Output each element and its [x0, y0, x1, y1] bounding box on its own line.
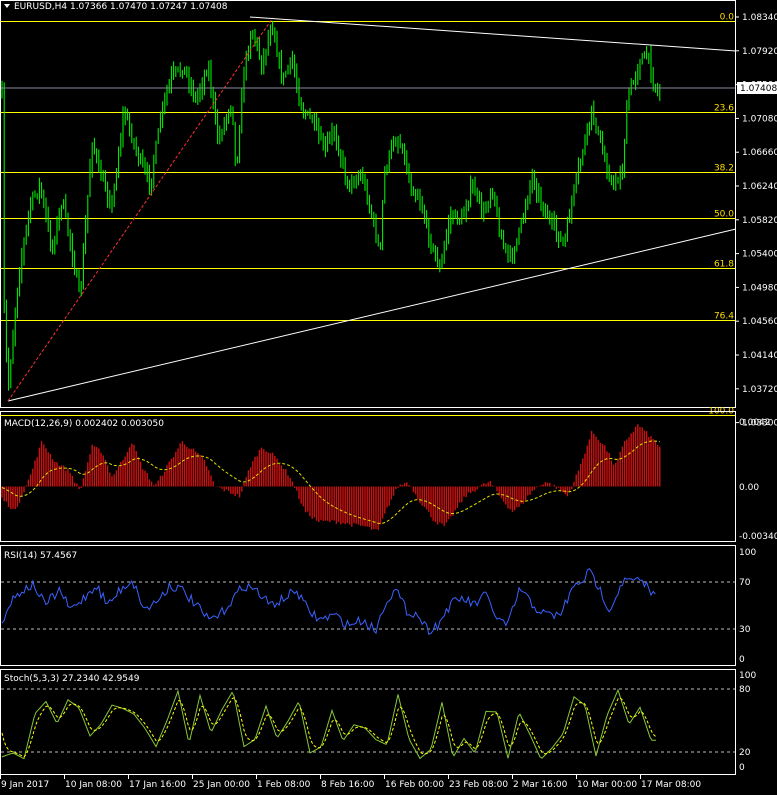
- time-tick-label: 16 Feb 00:00: [385, 780, 444, 790]
- rsi-scale-0: 0: [739, 655, 745, 665]
- time-tick-label: 8 Feb 16:00: [321, 780, 375, 790]
- rsi-scale-30: 30: [739, 625, 751, 635]
- current-price-box: [737, 82, 777, 94]
- price-tick-label: 1.08340: [742, 13, 777, 23]
- price-axis: 1.083401.079201.075001.070801.066601.062…: [735, 13, 777, 429]
- fib-base-line: [7, 18, 273, 402]
- stoch-scale-20: 20: [739, 748, 751, 758]
- price-tick-label: 1.03300: [742, 419, 777, 429]
- macd-scale-low: -0.003404: [739, 532, 777, 542]
- price-candles: [1, 20, 661, 391]
- rsi-label: RSI(14) 57.4567: [4, 551, 77, 561]
- triangle-down-icon[interactable]: [4, 4, 10, 8]
- macd-label: MACD(12,26,9) 0.002402 0.003050: [4, 419, 164, 429]
- time-tick-label: 9 Jan 2017: [1, 780, 49, 790]
- macd-panel[interactable]: MACD(12,26,9) 0.002402 0.003050 0.0042 0…: [0, 411, 777, 543]
- time-axis: 9 Jan 2017 10 Jan 08:00 17 Jan 16:00 25 Jan…: [0, 775, 701, 790]
- macd-histogram: [1, 424, 661, 531]
- time-tick-label: 25 Jan 00:00: [193, 780, 250, 790]
- price-tick-label: 1.07080: [742, 114, 777, 124]
- price-tick-label: 1.05400: [742, 250, 777, 260]
- price-tick-label: 1.05820: [742, 216, 777, 226]
- main-price-panel[interactable]: EURUSD,H4 1.07366 1.07470 1.07247 1.0740…: [0, 0, 777, 429]
- rsi-line: [1, 568, 656, 636]
- time-tick-label: 17 Jan 16:00: [129, 780, 186, 790]
- current-price-label: 1.07408: [740, 84, 777, 94]
- fib-level-label: 50.0: [714, 210, 734, 220]
- chart-header: EURUSD,H4 1.07366 1.07470 1.07247 1.0740…: [14, 2, 228, 12]
- price-tick-label: 1.07920: [742, 47, 777, 57]
- price-tick-label: 1.04560: [742, 317, 777, 327]
- time-tick-label: 1 Feb 08:00: [257, 780, 311, 790]
- macd-scale-zero: 0.00: [739, 483, 759, 493]
- stoch-scale-100: 100: [739, 671, 756, 681]
- stoch-signal-line: [1, 697, 657, 758]
- rsi-scale-100: 100: [739, 548, 756, 558]
- time-tick-label: 2 Mar 16:00: [513, 780, 568, 790]
- price-tick-label: 1.06660: [742, 148, 777, 158]
- price-tick-label: 1.03720: [742, 385, 777, 395]
- time-tick-label: 17 Mar 08:00: [641, 780, 701, 790]
- price-tick-label: 1.04140: [742, 351, 777, 361]
- fib-level-label: 76.4: [714, 312, 734, 322]
- rsi-scale-70: 70: [739, 578, 751, 588]
- time-tick-label: 10 Jan 08:00: [65, 780, 122, 790]
- macd-signal-line: [1, 440, 660, 525]
- stoch-main-line: [1, 688, 656, 760]
- fib-level-label: 61.8: [714, 260, 734, 270]
- stochastic-panel[interactable]: Stoch(5,3,3) 27.2340 42.9549 100 80 20 0: [0, 669, 757, 775]
- price-tick-label: 1.06240: [742, 182, 777, 192]
- fib-level-label: 23.6: [714, 104, 734, 114]
- time-tick-label: 10 Mar 00:00: [577, 780, 637, 790]
- time-tick-label: 23 Feb 08:00: [449, 780, 508, 790]
- macd-scale-high: 0.0042: [739, 418, 771, 428]
- fib-level-label: 0.0: [720, 13, 735, 23]
- fib-level-label: 38.2: [714, 164, 734, 174]
- price-tick-label: 1.04980: [742, 283, 777, 293]
- stoch-scale-0: 0: [739, 763, 745, 773]
- trendline-bottom[interactable]: [7, 228, 737, 402]
- stoch-scale-80: 80: [739, 685, 751, 695]
- stoch-label: Stoch(5,3,3) 27.2340 42.9549: [4, 674, 140, 684]
- rsi-panel[interactable]: RSI(14) 57.4567 100 70 30 0: [0, 545, 757, 666]
- trendline-top[interactable]: [249, 16, 737, 52]
